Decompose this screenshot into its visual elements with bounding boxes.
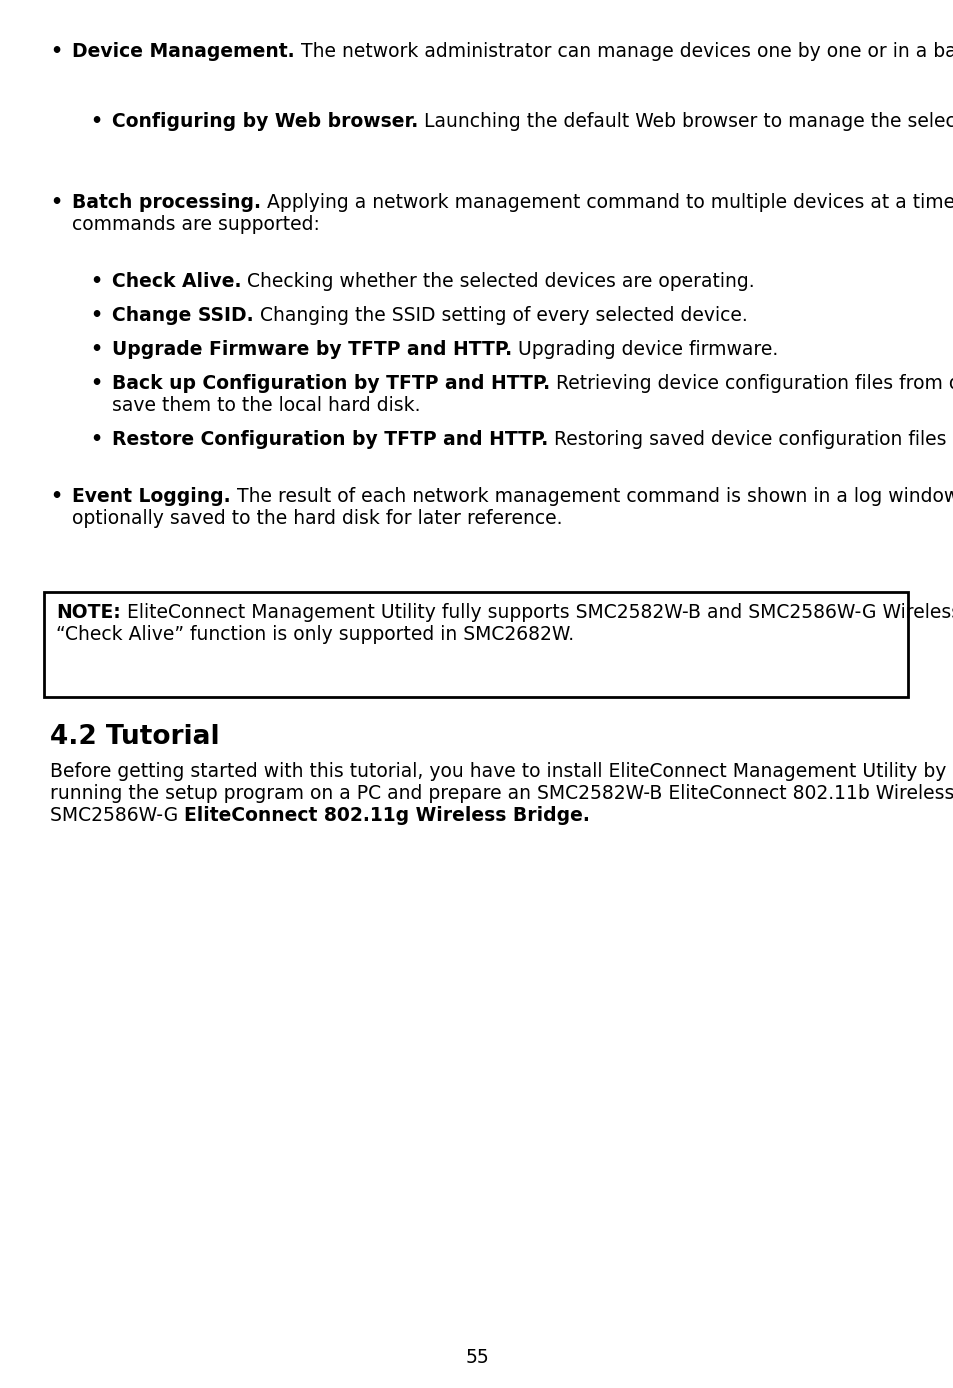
Text: SMC2586W-G: SMC2586W-G xyxy=(50,806,184,824)
Text: EliteConnect 802.11g Wireless Bridge.: EliteConnect 802.11g Wireless Bridge. xyxy=(184,806,590,824)
Text: The result of each network management command is shown in a log window, and it c: The result of each network management co… xyxy=(231,487,953,507)
Text: save them to the local hard disk.: save them to the local hard disk. xyxy=(112,396,420,415)
Text: Device Management.: Device Management. xyxy=(71,42,294,61)
Text: NOTE:: NOTE: xyxy=(56,602,121,622)
Text: Before getting started with this tutorial, you have to install EliteConnect Mana: Before getting started with this tutoria… xyxy=(50,762,945,781)
Text: Change SSID.: Change SSID. xyxy=(112,305,253,325)
Text: Checking whether the selected devices are operating.: Checking whether the selected devices ar… xyxy=(241,272,755,291)
Text: 4.2 Tutorial: 4.2 Tutorial xyxy=(50,725,219,750)
Text: The network administrator can manage devices one by one or in a batch fashion.: The network administrator can manage dev… xyxy=(294,42,953,61)
Text: Event Logging.: Event Logging. xyxy=(71,487,231,507)
Text: optionally saved to the hard disk for later reference.: optionally saved to the hard disk for la… xyxy=(71,509,562,527)
Text: Batch processing.: Batch processing. xyxy=(71,193,261,212)
Text: •: • xyxy=(50,42,62,61)
Text: Launching the default Web browser to manage the selected device.: Launching the default Web browser to man… xyxy=(417,112,953,130)
Text: Upgrade Firmware by TFTP and HTTP.: Upgrade Firmware by TFTP and HTTP. xyxy=(112,340,512,359)
Text: Back up Configuration by TFTP and HTTP.: Back up Configuration by TFTP and HTTP. xyxy=(112,373,550,393)
Text: •: • xyxy=(50,487,62,507)
Text: “Check Alive” function is only supported in SMC2682W.: “Check Alive” function is only supported… xyxy=(56,625,574,644)
Text: running the setup program on a PC and prepare an SMC2582W-B EliteConnect 802.11b: running the setup program on a PC and pr… xyxy=(50,784,953,804)
Text: •: • xyxy=(90,430,102,448)
Bar xyxy=(44,593,907,697)
Text: Applying a network management command to multiple devices at a time. The followi: Applying a network management command to… xyxy=(261,193,953,212)
Text: Restore Configuration by TFTP and HTTP.: Restore Configuration by TFTP and HTTP. xyxy=(112,430,548,448)
Text: 55: 55 xyxy=(465,1348,488,1367)
Text: •: • xyxy=(90,373,102,393)
Text: •: • xyxy=(90,340,102,359)
Text: commands are supported:: commands are supported: xyxy=(71,215,319,235)
Text: Retrieving device configuration files from devices and: Retrieving device configuration files fr… xyxy=(550,373,953,393)
Text: Upgrading device firmware.: Upgrading device firmware. xyxy=(512,340,778,359)
Text: Configuring by Web browser.: Configuring by Web browser. xyxy=(112,112,417,130)
Text: EliteConnect Management Utility fully supports SMC2582W-B and SMC2586W-G Wireles: EliteConnect Management Utility fully su… xyxy=(121,602,953,622)
Text: •: • xyxy=(90,305,102,325)
Text: •: • xyxy=(50,193,62,212)
Text: Changing the SSID setting of every selected device.: Changing the SSID setting of every selec… xyxy=(253,305,746,325)
Text: •: • xyxy=(90,272,102,291)
Text: Check Alive.: Check Alive. xyxy=(112,272,241,291)
Text: •: • xyxy=(90,112,102,130)
Text: Restoring saved device configuration files to devices.: Restoring saved device configuration fil… xyxy=(548,430,953,448)
